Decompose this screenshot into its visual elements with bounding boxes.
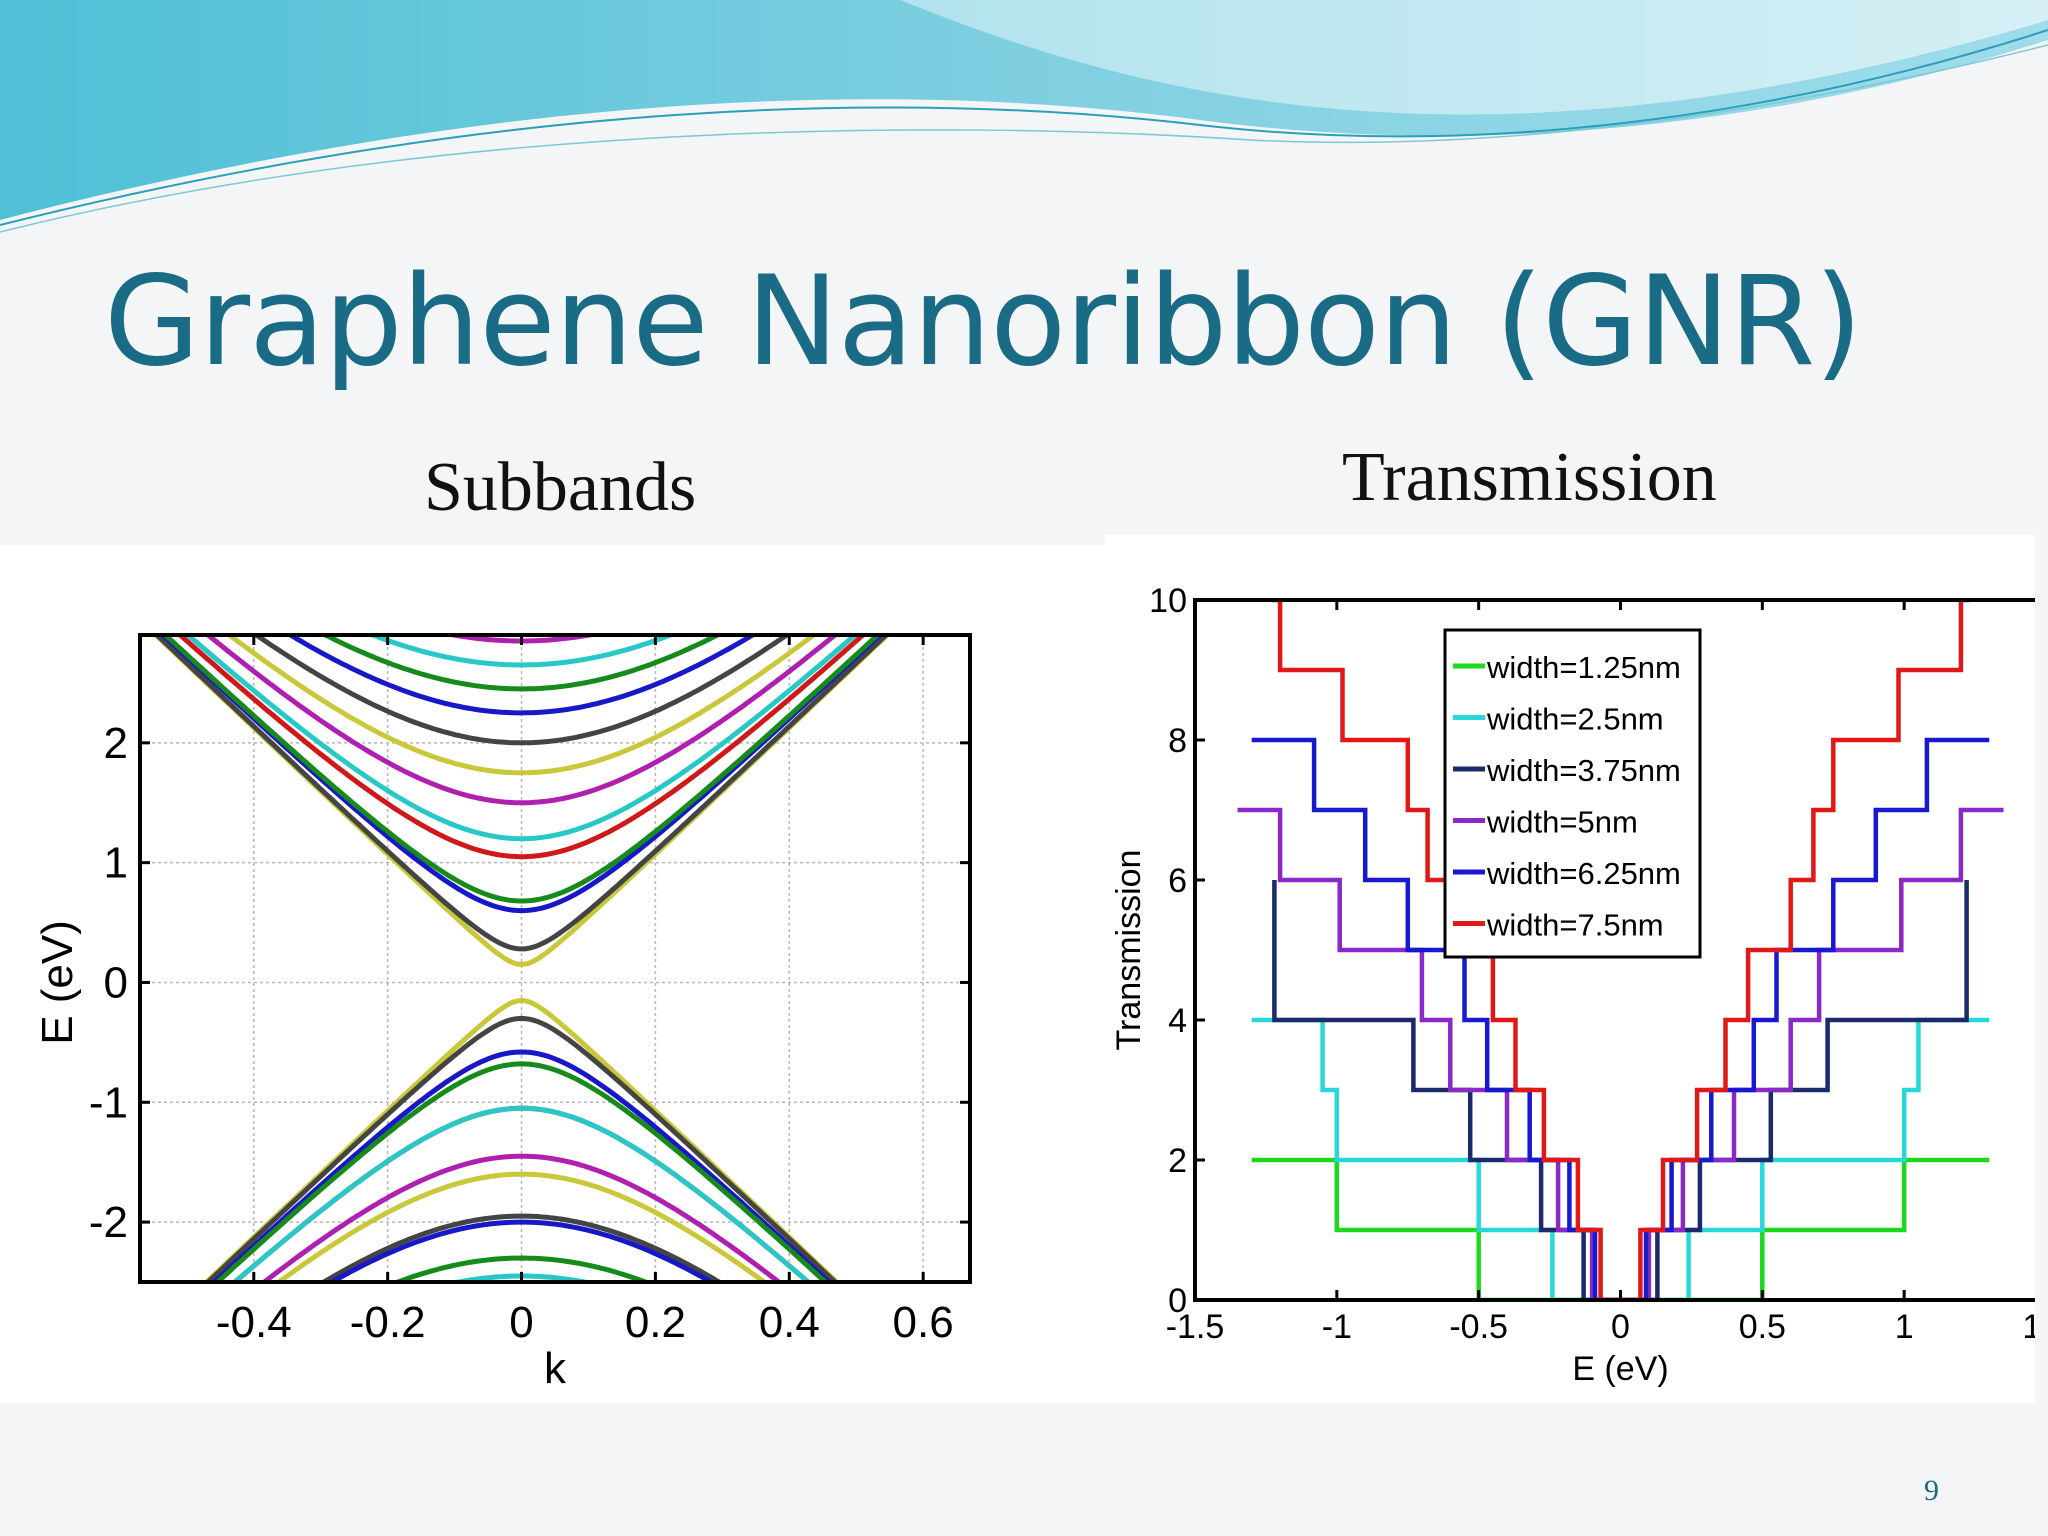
header-wave-decoration <box>0 0 2048 233</box>
legend-label: width=1.25nm <box>1486 650 1681 685</box>
subband-curve <box>213 1061 830 1282</box>
subbands-heading: Subbands <box>424 449 697 526</box>
subband-curve <box>285 635 758 716</box>
subband-curve <box>274 1171 769 1282</box>
subband-curve <box>204 635 839 806</box>
subband-curve <box>440 635 603 644</box>
x-tick-label: 1.5 <box>2022 1308 2035 1346</box>
y-axis-label: Transmission <box>1110 850 1148 1051</box>
legend-label: width=2.5nm <box>1486 702 1664 737</box>
transmission-series-width=2.5nm <box>1251 1017 1990 1300</box>
x-tick-label: -1.5 <box>1166 1308 1225 1346</box>
transmission-series-width=7.5nm <box>1271 600 1970 1300</box>
subband-curve <box>210 1049 833 1282</box>
subband-curve <box>225 635 818 776</box>
x-tick-label: 0.4 <box>759 1298 820 1347</box>
subband-curve <box>390 1255 653 1282</box>
y-tick-label: 6 <box>1168 862 1187 900</box>
subband-curve <box>260 1153 783 1282</box>
y-tick-label: 4 <box>1168 1002 1187 1040</box>
x-tick-label: 0.6 <box>893 1298 954 1347</box>
legend-label: width=7.5nm <box>1486 908 1664 943</box>
transmission-chart: -1.5 -1 -0.5 0 0.5 1 1.5 0 2 4 6 8 10 E (eV) Transm… <box>1110 582 2048 1388</box>
y-tick-label: 2 <box>1168 1142 1187 1180</box>
transmission-chart-panel: -1.5 -1 -0.5 0 0.5 1 1.5 0 2 4 6 8 10 E (eV) Transm… <box>1105 535 2048 1403</box>
x-axis-label: k <box>544 1344 567 1393</box>
transmission-series-width=3.75nm <box>1272 880 1969 1300</box>
subband-curve <box>320 635 723 692</box>
subband-curve <box>184 635 859 842</box>
x-tick-label: 0.5 <box>1739 1308 1786 1346</box>
legend-label: width=5nm <box>1486 805 1638 840</box>
subband-curve <box>231 1105 812 1282</box>
page-number: 9 <box>1924 1474 1939 1507</box>
x-tick-label: 0.2 <box>625 1298 686 1347</box>
x-tick-label: -0.4 <box>216 1298 292 1347</box>
transmission-series-width=1.25nm <box>1251 1157 1990 1300</box>
legend-label: width=3.75nm <box>1486 753 1681 788</box>
x-tick-label: 0 <box>1611 1308 1630 1346</box>
x-tick-label: -0.2 <box>350 1298 426 1347</box>
x-tick-label: 0 <box>509 1298 533 1347</box>
subbands-chart-panel: -0.4 -0.2 0 0.2 0.4 0.6 -2 -1 0 1 2 k E (eV) <box>0 545 1105 1403</box>
subband-curve <box>446 1273 597 1282</box>
subband-curve <box>159 635 884 914</box>
y-tick-label: 0 <box>1168 1282 1187 1320</box>
subband-curve <box>251 635 792 746</box>
y-tick-label: 1 <box>104 839 128 888</box>
y-axis-label: E (eV) <box>33 920 82 1045</box>
y-tick-label: 0 <box>104 958 128 1007</box>
subband-curve <box>327 1219 716 1282</box>
y-tick-label: 2 <box>104 719 128 768</box>
subband-curve <box>204 1015 839 1282</box>
legend-box <box>1443 628 1702 959</box>
x-axis-label: E (eV) <box>1572 1350 1668 1388</box>
transmission-heading: Transmission <box>1342 439 1717 516</box>
y-tick-label: -1 <box>89 1078 128 1127</box>
x-tick-label: -1 <box>1322 1308 1352 1346</box>
subband-curve <box>153 635 890 952</box>
y-tick-label: -2 <box>89 1198 128 1247</box>
page-title: Graphene Nanoribbon (GNR) <box>104 250 1863 394</box>
subband-curve <box>366 635 678 668</box>
subband-curve <box>319 1213 724 1282</box>
subband-curve <box>161 635 882 904</box>
legend-label: width=6.25nm <box>1486 856 1681 891</box>
transmission-series-width=6.25nm <box>1251 737 1990 1300</box>
subband-curve <box>176 635 867 860</box>
x-tick-label: -0.5 <box>1449 1308 1508 1346</box>
subbands-chart: -0.4 -0.2 0 0.2 0.4 0.6 -2 -1 0 1 2 k E (eV) <box>33 633 972 1393</box>
legend: width=1.25nm width=2.5nm width=3.75nm width… <box>1443 628 1702 959</box>
y-tick-label: 10 <box>1149 582 1187 620</box>
y-tick-label: 8 <box>1168 722 1187 760</box>
x-tick-label: 1 <box>1895 1308 1914 1346</box>
